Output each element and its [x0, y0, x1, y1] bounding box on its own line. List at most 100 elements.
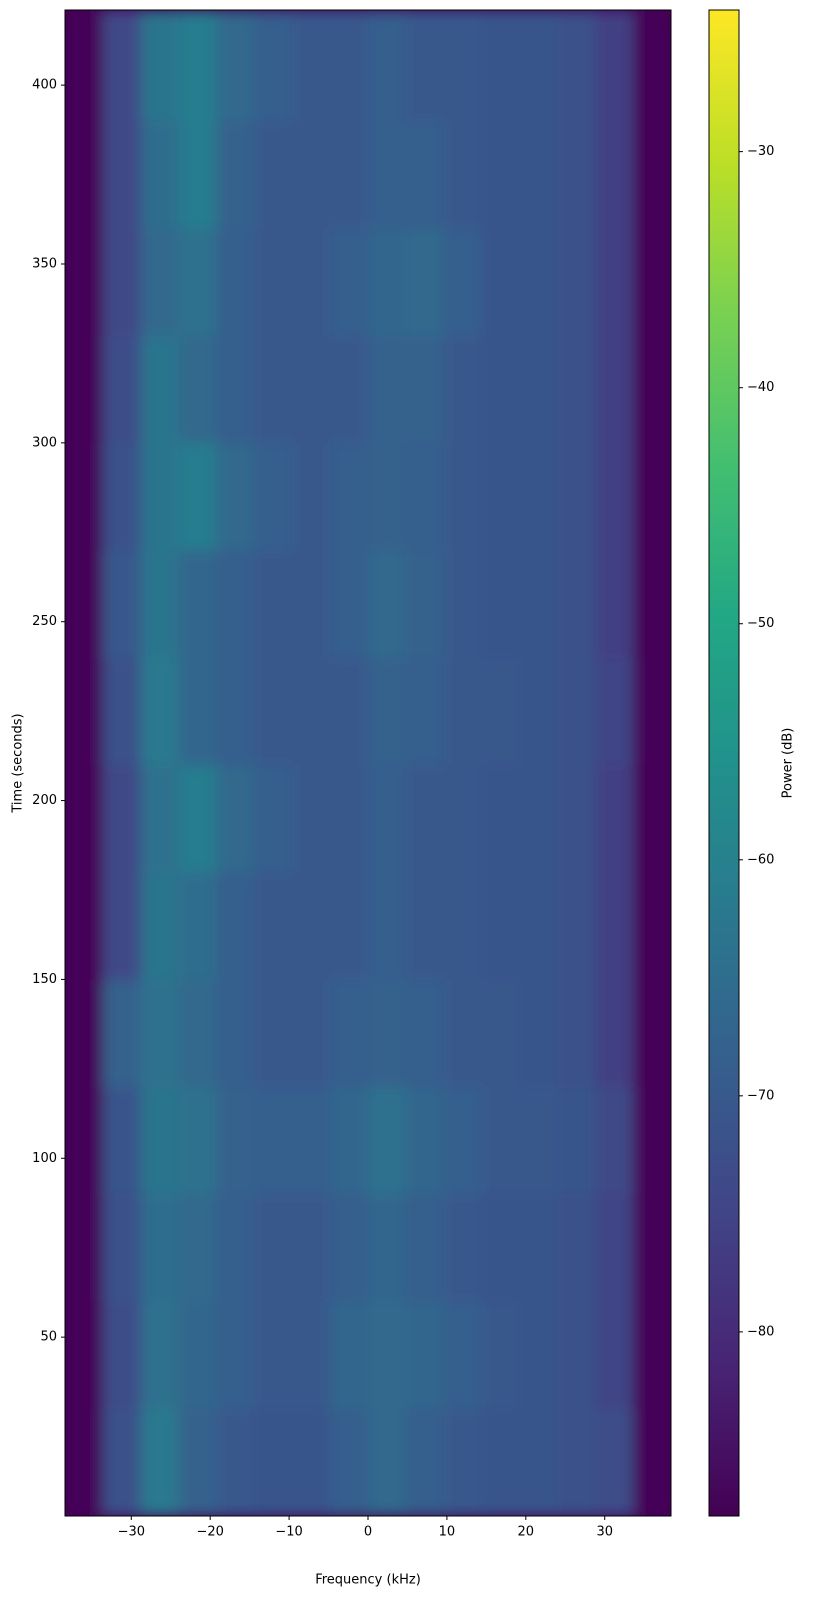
heatmap-cell — [633, 979, 671, 1088]
heatmap-cell — [140, 550, 180, 658]
heatmap-cell — [633, 657, 671, 766]
heatmap-cell — [292, 1194, 331, 1302]
heatmap-cell — [216, 764, 255, 873]
heatmap-cell — [633, 120, 671, 229]
heatmap-cell — [519, 550, 558, 658]
heatmap-cell — [178, 1086, 217, 1195]
heatmap-cell — [595, 1194, 634, 1302]
heatmap-cell — [368, 1194, 407, 1302]
heatmap-cell — [519, 335, 558, 444]
heatmap-cell — [557, 1408, 596, 1516]
heatmap-cell — [595, 335, 634, 444]
heatmap-cell — [595, 872, 634, 980]
heatmap-cell — [65, 1408, 104, 1516]
heatmap-cell — [595, 442, 634, 551]
heatmap-cell — [65, 10, 104, 122]
heatmap-cell — [292, 657, 331, 766]
heatmap-cell — [368, 657, 407, 766]
x-axis-label: Frequency (kHz) — [315, 1573, 421, 1588]
heatmap-cell — [557, 550, 596, 658]
heatmap-cell — [519, 442, 558, 551]
heatmap-cell — [330, 979, 369, 1088]
heatmap-cell — [405, 335, 445, 444]
heatmap-cell — [368, 228, 407, 337]
heatmap-cell — [330, 1301, 369, 1410]
heatmap-cell — [595, 120, 634, 229]
heatmap-cell — [519, 764, 558, 873]
heatmap-cell — [330, 764, 369, 873]
colorbar-tick-label: −50 — [747, 616, 774, 631]
x-tick-label: −30 — [118, 1525, 145, 1540]
heatmap-cell — [140, 979, 180, 1088]
heatmap-cell — [178, 657, 217, 766]
heatmap-cell — [595, 979, 634, 1088]
heatmap-cell — [557, 1194, 596, 1302]
heatmap-cell — [254, 442, 293, 551]
heatmap-cell — [557, 1086, 596, 1195]
heatmap-cell — [65, 442, 104, 551]
heatmap-cell — [519, 1301, 558, 1410]
heatmap-cell — [102, 550, 142, 658]
heatmap-cell — [254, 228, 293, 337]
heatmap-cell — [65, 764, 104, 873]
heatmap-cell — [102, 120, 142, 229]
x-tick-label: 10 — [439, 1525, 456, 1540]
heatmap-cell — [330, 1086, 369, 1195]
heatmap-cell — [405, 550, 445, 658]
heatmap-cell — [405, 1301, 445, 1410]
heatmap-cell — [102, 657, 142, 766]
y-tick-label: 100 — [32, 1151, 57, 1166]
y-axis-label: Time (seconds) — [11, 713, 26, 813]
heatmap-cell — [292, 228, 331, 337]
heatmap-cell — [140, 1301, 180, 1410]
y-tick-label: 50 — [40, 1330, 57, 1345]
heatmap-cell — [595, 1086, 634, 1195]
heatmap-cell — [102, 1408, 142, 1516]
heatmap-cell — [292, 764, 331, 873]
heatmap-cell — [178, 120, 217, 229]
heatmap-cell — [216, 1086, 255, 1195]
heatmap-cell — [557, 1301, 596, 1410]
heatmap-cell — [65, 120, 104, 229]
heatmap-cell — [254, 764, 293, 873]
y-tick-label: 300 — [32, 435, 57, 450]
heatmap-cell — [292, 10, 331, 122]
heatmap-cell — [405, 1194, 445, 1302]
heatmap-cell — [254, 657, 293, 766]
heatmap-cell — [254, 1194, 293, 1302]
heatmap-cell — [102, 1086, 142, 1195]
heatmap-cell — [140, 872, 180, 980]
heatmap-cell — [292, 1086, 331, 1195]
heatmap-cell — [254, 1408, 293, 1516]
heatmap-cell — [330, 335, 369, 444]
colorbar-tick-label: −70 — [747, 1088, 774, 1103]
heatmap-cell — [368, 1408, 407, 1516]
heatmap-cell — [368, 979, 407, 1088]
heatmap-cell — [405, 228, 445, 337]
heatmap-cell — [292, 120, 331, 229]
heatmap-cell — [140, 120, 180, 229]
heatmap-cell — [443, 1408, 483, 1516]
heatmap-cell — [443, 120, 483, 229]
heatmap-cell — [557, 764, 596, 873]
heatmap-cell — [557, 979, 596, 1088]
heatmap-cell — [254, 1301, 293, 1410]
heatmap-cell — [292, 442, 331, 551]
plot-area — [65, 10, 671, 1516]
heatmap-cell — [254, 872, 293, 980]
heatmap — [65, 10, 671, 1516]
heatmap-cell — [216, 10, 255, 122]
heatmap-cell — [519, 228, 558, 337]
heatmap-cell — [405, 657, 445, 766]
heatmap-cell — [102, 872, 142, 980]
heatmap-cell — [330, 228, 369, 337]
y-tick-label: 200 — [32, 793, 57, 808]
heatmap-cell — [330, 872, 369, 980]
x-tick-label: −20 — [196, 1525, 223, 1540]
heatmap-cell — [405, 10, 445, 122]
heatmap-cell — [65, 335, 104, 444]
heatmap-cell — [519, 979, 558, 1088]
heatmap-cell — [216, 550, 255, 658]
heatmap-cell — [481, 657, 520, 766]
